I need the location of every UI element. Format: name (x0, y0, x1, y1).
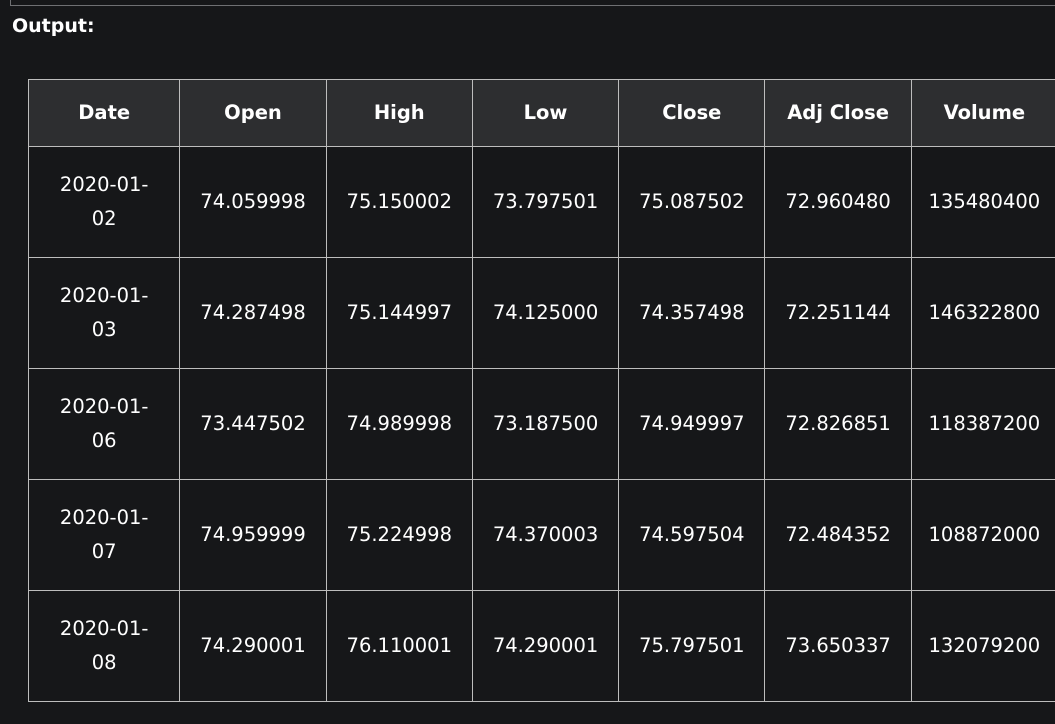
column-header-volume: Volume (910, 79, 1055, 147)
open-cell: 73.447502 (179, 368, 327, 480)
column-header-close: Close (618, 79, 766, 147)
high-cell: 76.110001 (325, 590, 473, 702)
date-cell: 2020-01- 08 (27, 590, 181, 702)
high-cell: 74.989998 (325, 368, 473, 480)
date-cell: 2020-01- 06 (27, 368, 181, 480)
column-header-open: Open (179, 79, 327, 147)
table-row: 2020-01- 03 74.287498 75.144997 74.125000… (27, 257, 1055, 369)
code-block-border (10, 0, 1055, 6)
low-cell: 73.797501 (471, 146, 620, 258)
close-cell: 74.949997 (618, 368, 766, 480)
column-header-date: Date (27, 79, 181, 147)
table-row: 2020-01- 02 74.059998 75.150002 73.797501… (27, 146, 1055, 258)
low-cell: 73.187500 (471, 368, 620, 480)
volume-cell: 146322800 (910, 257, 1055, 369)
close-cell: 74.357498 (618, 257, 766, 369)
volume-cell: 108872000 (910, 479, 1055, 591)
date-cell: 2020-01- 02 (27, 146, 181, 258)
table-row: 2020-01- 06 73.447502 74.989998 73.187500… (27, 368, 1055, 480)
adj-close-cell: 72.484352 (764, 479, 912, 591)
low-cell: 74.290001 (471, 590, 620, 702)
close-cell: 74.597504 (618, 479, 766, 591)
adj-close-cell: 73.650337 (764, 590, 912, 702)
adj-close-cell: 72.826851 (764, 368, 912, 480)
high-cell: 75.150002 (325, 146, 473, 258)
high-cell: 75.144997 (325, 257, 473, 369)
volume-cell: 132079200 (910, 590, 1055, 702)
high-cell: 75.224998 (325, 479, 473, 591)
close-cell: 75.797501 (618, 590, 766, 702)
low-cell: 74.125000 (471, 257, 620, 369)
low-cell: 74.370003 (471, 479, 620, 591)
output-label: Output: (12, 15, 95, 37)
table-row: 2020-01- 08 74.290001 76.110001 74.290001… (27, 590, 1055, 702)
column-header-low: Low (471, 79, 620, 147)
open-cell: 74.959999 (179, 479, 327, 591)
column-header-high: High (325, 79, 473, 147)
dataframe-table: Date Open High Low Close Adj Close Volum… (27, 79, 1055, 702)
close-cell: 75.087502 (618, 146, 766, 258)
table-row: 2020-01- 07 74.959999 75.224998 74.370003… (27, 479, 1055, 591)
volume-cell: 135480400 (910, 146, 1055, 258)
open-cell: 74.059998 (179, 146, 327, 258)
open-cell: 74.287498 (179, 257, 327, 369)
date-cell: 2020-01- 03 (27, 257, 181, 369)
volume-cell: 118387200 (910, 368, 1055, 480)
table-header-row: Date Open High Low Close Adj Close Volum… (27, 79, 1055, 147)
adj-close-cell: 72.251144 (764, 257, 912, 369)
adj-close-cell: 72.960480 (764, 146, 912, 258)
open-cell: 74.290001 (179, 590, 327, 702)
column-header-adj-close: Adj Close (764, 79, 912, 147)
date-cell: 2020-01- 07 (27, 479, 181, 591)
